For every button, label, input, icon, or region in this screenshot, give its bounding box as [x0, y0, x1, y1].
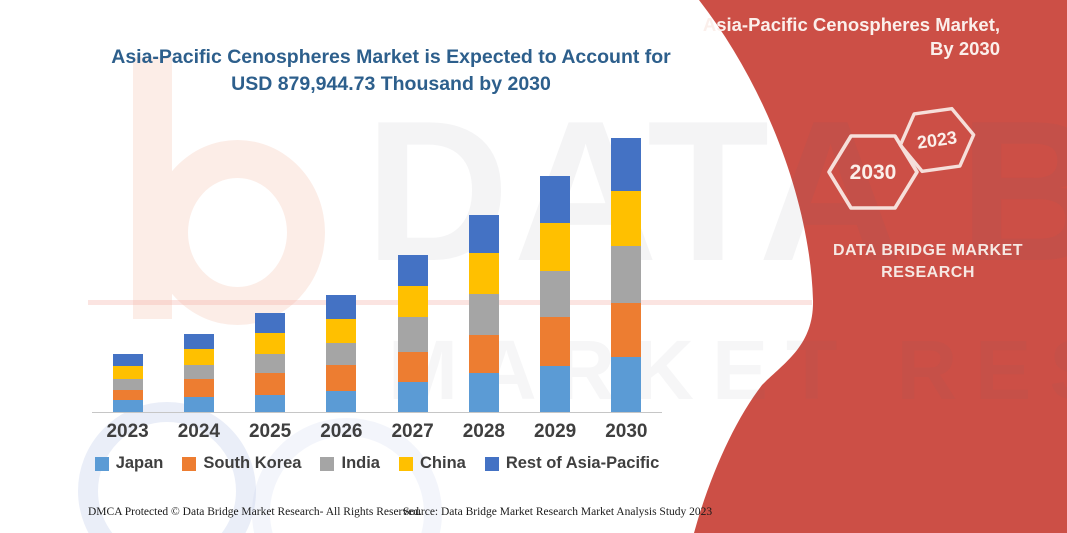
- bar-segment-2024-japan: [183, 396, 214, 412]
- bar-segment-2030-japan: [611, 357, 642, 412]
- bar-segment-2027-japan: [397, 381, 428, 412]
- bar-2023: [92, 353, 163, 412]
- bar-2027: [377, 255, 448, 412]
- bar-segment-2027-south-korea: [397, 351, 428, 382]
- bar-segment-2030-south-korea: [611, 302, 642, 358]
- bar-segment-2024-south-korea: [183, 378, 214, 397]
- bar-segment-2025-china: [255, 333, 286, 355]
- legend: Japan South Korea India China Rest of Asia-P…: [85, 454, 669, 473]
- bar-segment-2023-india: [112, 379, 143, 390]
- x-tick-2023: 2023: [106, 421, 149, 442]
- side-panel-heading: Asia-Pacific Cenospheres Market, By 2030: [700, 13, 1000, 61]
- bar-2024: [163, 334, 234, 412]
- bar-2029: [520, 175, 591, 412]
- footer-source: Source: Data Bridge Market Research Mark…: [403, 506, 713, 518]
- bar-segment-2025-rest-of-asia-pacific: [255, 313, 286, 334]
- legend-swatch: [94, 456, 109, 471]
- bar-segment-2029-japan: [540, 365, 571, 412]
- legend-label: South Korea: [203, 454, 302, 472]
- bar-segment-2027-rest-of-asia-pacific: [397, 255, 428, 286]
- plot-area: [92, 137, 662, 413]
- bar-segment-2030-rest-of-asia-pacific: [611, 137, 642, 192]
- swoosh-stripe-decor: [88, 300, 812, 305]
- legend-label: China: [420, 454, 466, 472]
- bar-segment-2025-india: [255, 354, 286, 374]
- legend-swatch: [182, 456, 197, 471]
- legend-swatch: [320, 456, 335, 471]
- legend-item-china: China: [399, 454, 466, 473]
- bar-2030: [591, 137, 662, 412]
- bar-segment-2026-south-korea: [326, 365, 357, 391]
- bar-segment-2023-japan: [112, 400, 143, 412]
- legend-item-south-korea: South Korea: [182, 454, 301, 473]
- legend-swatch: [399, 456, 413, 471]
- bar-segment-2028-china: [468, 253, 499, 295]
- bar-segment-2027-china: [397, 285, 428, 317]
- bar-segment-2027-india: [397, 316, 428, 352]
- chart-title: Asia-Pacific Cenospheres Market is Expec…: [111, 44, 671, 98]
- badge-2030-label: 2030: [850, 161, 897, 184]
- hexagon-badge-2030: 2030: [827, 134, 919, 210]
- bar-segment-2024-india: [183, 365, 214, 379]
- bar-2025: [235, 313, 306, 412]
- bar-segment-2023-rest-of-asia-pacific: [112, 353, 143, 367]
- legend-item-india: India: [320, 454, 380, 473]
- x-tick-2029: 2029: [533, 421, 577, 442]
- footer-copyright: DMCA Protected © Data Bridge Market Rese…: [88, 506, 422, 518]
- chart-title-line1: Asia-Pacific Cenospheres Market is Expec…: [111, 46, 671, 68]
- x-tick-2030: 2030: [605, 421, 648, 442]
- x-tick-2025: 2025: [248, 421, 292, 442]
- legend-label: Japan: [115, 454, 164, 472]
- bar-segment-2028-japan: [468, 373, 499, 412]
- year-badges: 2030 2023: [827, 106, 976, 210]
- bar-segment-2026-india: [326, 342, 357, 366]
- x-tick-2026: 2026: [320, 421, 363, 442]
- x-tick-2027: 2027: [391, 421, 434, 442]
- bar-segment-2029-china: [540, 223, 571, 271]
- bar-segment-2023-china: [112, 366, 143, 380]
- side-panel-heading-line2: By 2030: [930, 38, 1000, 60]
- bar-segment-2029-south-korea: [540, 316, 571, 366]
- x-tick-2028: 2028: [462, 421, 506, 442]
- bar-segment-2030-india: [611, 246, 642, 303]
- bar-segment-2028-rest-of-asia-pacific: [468, 215, 499, 254]
- bar-segment-2028-south-korea: [468, 334, 499, 374]
- bar-segment-2025-south-korea: [255, 373, 286, 396]
- bar-segment-2026-rest-of-asia-pacific: [326, 294, 357, 319]
- bar-segment-2030-china: [611, 191, 642, 247]
- x-tick-2024: 2024: [177, 421, 221, 442]
- bar-2026: [306, 294, 377, 412]
- bar-segment-2024-china: [183, 349, 214, 366]
- bar-segment-2025-japan: [255, 395, 286, 412]
- legend-label: India: [341, 454, 380, 472]
- hexagon-badge-2023: 2023: [898, 106, 976, 174]
- x-axis-labels: 2023 2024 2025 2026 2027 2028 2029 2030: [92, 421, 662, 443]
- brand-name: DATA BRIDGE MARKET RESEARCH: [832, 242, 1024, 281]
- legend-swatch: [484, 456, 499, 471]
- chart-title-line2: USD 879,944.73 Thousand by 2030: [231, 73, 551, 95]
- legend-item-japan: Japan: [94, 454, 164, 473]
- bar-2028: [448, 215, 519, 412]
- badge-2023-label: 2023: [916, 127, 958, 152]
- bar-segment-2024-rest-of-asia-pacific: [183, 334, 214, 350]
- bar-segment-2026-china: [326, 318, 357, 343]
- legend-label: Rest of Asia-Pacific: [505, 454, 660, 472]
- watermark-market-research: MARKET RESEARCH: [388, 323, 1067, 417]
- bar-segment-2028-india: [468, 294, 499, 335]
- side-panel-heading-line1: Asia-Pacific Cenospheres Market,: [702, 14, 1000, 35]
- bar-segment-2026-japan: [326, 391, 357, 412]
- bar-segment-2029-india: [540, 270, 571, 317]
- legend-item-rest-of-asia-pacific: Rest of Asia-Pacific: [484, 454, 660, 473]
- bar-segment-2029-rest-of-asia-pacific: [540, 175, 571, 224]
- bar-segment-2023-south-korea: [112, 389, 143, 401]
